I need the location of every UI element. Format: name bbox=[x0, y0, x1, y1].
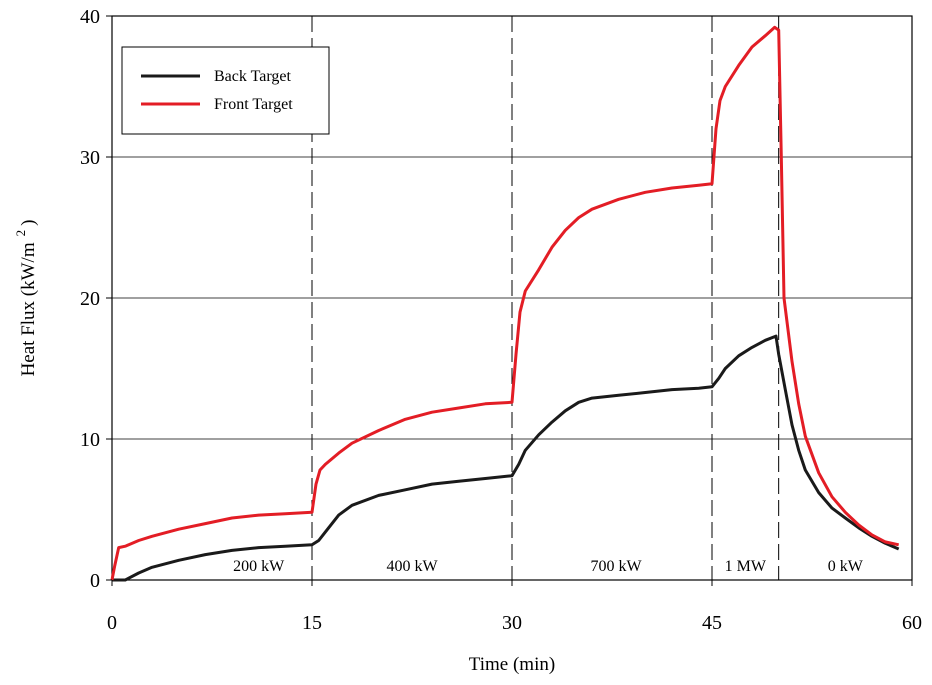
y-tick-label-30: 30 bbox=[80, 147, 100, 169]
series-line-front-target bbox=[110, 25, 900, 581]
phase-label-1: 400 kW bbox=[386, 558, 438, 575]
x-tick-label-30: 30 bbox=[502, 612, 522, 634]
data-series bbox=[110, 25, 900, 582]
legend-label-back-target: Back Target bbox=[214, 68, 291, 85]
svg-text:Heat Flux (kW/m2): Heat Flux (kW/m 2) bbox=[13, 220, 39, 377]
y-axis-title-main: Heat Flux (kW/m bbox=[18, 242, 39, 376]
legend: Back Target Front Target bbox=[121, 46, 330, 135]
x-tick-label-15: 15 bbox=[302, 612, 322, 634]
x-tick-label-0: 0 bbox=[107, 612, 117, 634]
series-line-back-target bbox=[112, 334, 900, 582]
phase-label-4: 0 kW bbox=[828, 558, 864, 575]
phase-label-3: 1 MW bbox=[725, 558, 767, 575]
y-tick-label-40: 40 bbox=[80, 6, 100, 28]
legend-label-front-target: Front Target bbox=[214, 96, 293, 113]
x-axis-title: Time (min) bbox=[469, 654, 555, 675]
y-tick-label-20: 20 bbox=[80, 288, 100, 310]
phase-labels: 200 kW 400 kW 700 kW 1 MW 0 kW bbox=[233, 558, 864, 575]
y-axis-title-close: ) bbox=[18, 220, 39, 226]
phase-label-0: 200 kW bbox=[233, 558, 285, 575]
phase-label-2: 700 kW bbox=[590, 558, 642, 575]
x-axis-ticks: 0 15 30 45 60 bbox=[107, 580, 922, 634]
legend-box bbox=[121, 46, 330, 135]
x-tick-label-60: 60 bbox=[902, 612, 922, 634]
y-tick-label-0: 0 bbox=[90, 570, 100, 592]
y-tick-label-10: 10 bbox=[80, 429, 100, 451]
y-axis-ticks: 0 10 20 30 40 bbox=[80, 6, 112, 592]
y-axis-title-sup: 2 bbox=[13, 230, 28, 237]
x-tick-label-45: 45 bbox=[702, 612, 722, 634]
y-axis-title: Heat Flux (kW/m 2) bbox=[13, 220, 39, 377]
